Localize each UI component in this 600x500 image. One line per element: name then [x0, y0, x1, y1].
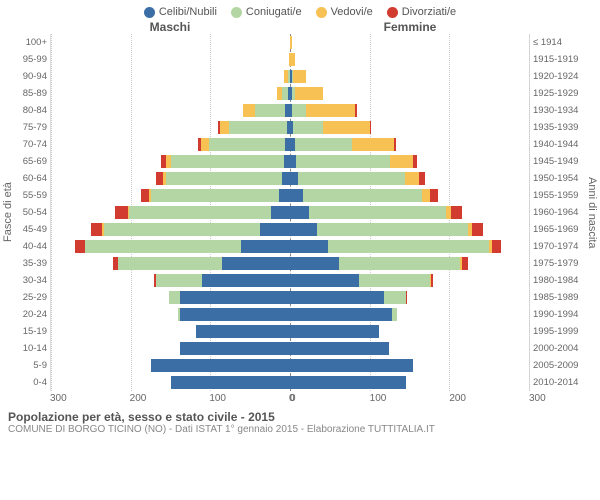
legend-swatch	[144, 7, 155, 18]
age-tick: 35-39	[16, 255, 47, 272]
table-row	[51, 374, 529, 391]
birth-tick: 1975-1979	[533, 255, 584, 272]
birth-tick: 1965-1969	[533, 221, 584, 238]
age-tick: 100+	[16, 34, 47, 51]
age-tick: 25-29	[16, 289, 47, 306]
legend-item-vedovi: Vedovi/e	[316, 6, 373, 18]
page-title: Popolazione per età, sesso e stato civil…	[0, 404, 600, 424]
birth-tick: 1945-1949	[533, 153, 584, 170]
table-row	[51, 102, 529, 119]
age-tick: 40-44	[16, 238, 47, 255]
age-tick: 85-89	[16, 85, 47, 102]
birth-tick: 1990-1994	[533, 306, 584, 323]
age-tick: 5-9	[16, 357, 47, 374]
table-row	[51, 85, 529, 102]
table-row	[51, 323, 529, 340]
plot-area	[50, 34, 530, 391]
birth-tick: 1930-1934	[533, 102, 584, 119]
table-row	[51, 187, 529, 204]
age-tick: 70-74	[16, 136, 47, 153]
table-row	[51, 289, 529, 306]
population-pyramid: Fasce di età 100+95-9990-9485-8980-8475-…	[0, 34, 600, 391]
page-subtitle: COMUNE DI BORGO TICINO (NO) - Dati ISTAT…	[0, 424, 600, 435]
table-row	[51, 51, 529, 68]
female-label: Femmine	[290, 20, 530, 34]
age-tick: 30-34	[16, 272, 47, 289]
birth-tick: 1925-1929	[533, 85, 584, 102]
x-tick: 300	[50, 393, 51, 402]
legend: Celibi/Nubili Coniugati/e Vedovi/e Divor…	[0, 0, 600, 20]
legend-swatch	[231, 7, 242, 18]
table-row	[51, 153, 529, 170]
table-row	[51, 238, 529, 255]
age-tick: 0-4	[16, 374, 47, 391]
birth-tick: 1960-1964	[533, 204, 584, 221]
table-row	[51, 34, 529, 51]
table-row	[51, 170, 529, 187]
table-row	[51, 221, 529, 238]
table-row	[51, 255, 529, 272]
birth-tick: ≤ 1914	[533, 34, 584, 51]
birth-ticks: ≤ 19141915-19191920-19241925-19291930-19…	[530, 34, 584, 391]
birth-tick: 1970-1974	[533, 238, 584, 255]
age-tick: 75-79	[16, 119, 47, 136]
table-row	[51, 119, 529, 136]
legend-item-coniugati: Coniugati/e	[231, 6, 302, 18]
table-row	[51, 204, 529, 221]
birth-tick: 1985-1989	[533, 289, 584, 306]
table-row	[51, 357, 529, 374]
birth-tick: 1995-1999	[533, 323, 584, 340]
legend-swatch	[316, 7, 327, 18]
x-tick: 0	[290, 393, 291, 402]
male-label: Maschi	[50, 20, 290, 34]
legend-label: Coniugati/e	[246, 6, 302, 18]
birth-tick: 1955-1959	[533, 187, 584, 204]
table-row	[51, 136, 529, 153]
age-tick: 50-54	[16, 204, 47, 221]
age-tick: 90-94	[16, 68, 47, 85]
legend-label: Vedovi/e	[331, 6, 373, 18]
age-tick: 65-69	[16, 153, 47, 170]
birth-tick: 1950-1954	[533, 170, 584, 187]
table-row	[51, 340, 529, 357]
birth-tick: 1980-1984	[533, 272, 584, 289]
birth-tick: 1920-1924	[533, 68, 584, 85]
axis-left-label: Fasce di età	[0, 34, 16, 391]
legend-label: Celibi/Nubili	[159, 6, 217, 18]
axis-right-label: Anni di nascita	[584, 34, 600, 391]
x-tick: 100	[209, 393, 210, 402]
birth-tick: 2005-2009	[533, 357, 584, 374]
birth-tick: 1935-1939	[533, 119, 584, 136]
legend-label: Divorziati/e	[402, 6, 456, 18]
birth-tick: 2010-2014	[533, 374, 584, 391]
birth-tick: 2000-2004	[533, 340, 584, 357]
age-tick: 20-24	[16, 306, 47, 323]
x-tick: 200	[449, 393, 450, 402]
legend-item-celibi: Celibi/Nubili	[144, 6, 217, 18]
age-tick: 55-59	[16, 187, 47, 204]
age-ticks: 100+95-9990-9485-8980-8475-7970-7465-696…	[16, 34, 50, 391]
table-row	[51, 306, 529, 323]
age-tick: 45-49	[16, 221, 47, 238]
age-tick: 10-14	[16, 340, 47, 357]
age-tick: 80-84	[16, 102, 47, 119]
age-tick: 15-19	[16, 323, 47, 340]
age-tick: 60-64	[16, 170, 47, 187]
gender-labels: Maschi Femmine	[0, 20, 600, 34]
age-tick: 95-99	[16, 51, 47, 68]
legend-swatch	[387, 7, 398, 18]
birth-tick: 1940-1944	[533, 136, 584, 153]
x-axis: 30020010000100200300	[0, 393, 600, 404]
legend-item-divorziati: Divorziati/e	[387, 6, 456, 18]
x-tick: 100	[370, 393, 371, 402]
x-tick: 200	[130, 393, 131, 402]
birth-tick: 1915-1919	[533, 51, 584, 68]
table-row	[51, 68, 529, 85]
table-row	[51, 272, 529, 289]
